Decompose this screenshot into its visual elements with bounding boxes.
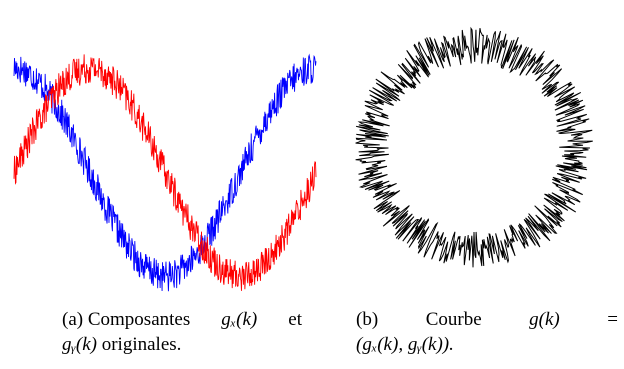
caption-a-math2: gᵧ(k): [62, 334, 97, 355]
series-gy-line: [13, 54, 317, 291]
caption-a-math1: gₓ(k): [221, 309, 258, 330]
caption-a-text1: Composantes: [87, 309, 191, 330]
caption-a-tag: (a): [62, 309, 84, 330]
caption-b-math1: g(k): [529, 309, 560, 330]
caption-a: (a) Composantes gₓ(k) et gᵧ(k) originale…: [62, 307, 302, 357]
series-gx-line: [13, 53, 317, 292]
caption-b-text1: Courbe: [425, 309, 482, 330]
panel-b-curve-plot: [336, 0, 624, 300]
panel-a-components-plot: [0, 0, 330, 300]
caption-b-eq: =: [607, 309, 618, 330]
caption-b: (b) Courbe g(k) = (gₓ(k), gᵧ(k)).: [356, 307, 618, 357]
caption-b-math2: (gₓ(k), gᵧ(k)).: [356, 334, 454, 355]
caption-a-text3: originales.: [101, 334, 182, 355]
caption-a-text2: et: [288, 309, 302, 330]
curve-g-line: [355, 26, 593, 268]
curve-chart: [355, 26, 593, 268]
caption-b-tag: (b): [356, 309, 379, 330]
components-chart: [13, 53, 317, 292]
